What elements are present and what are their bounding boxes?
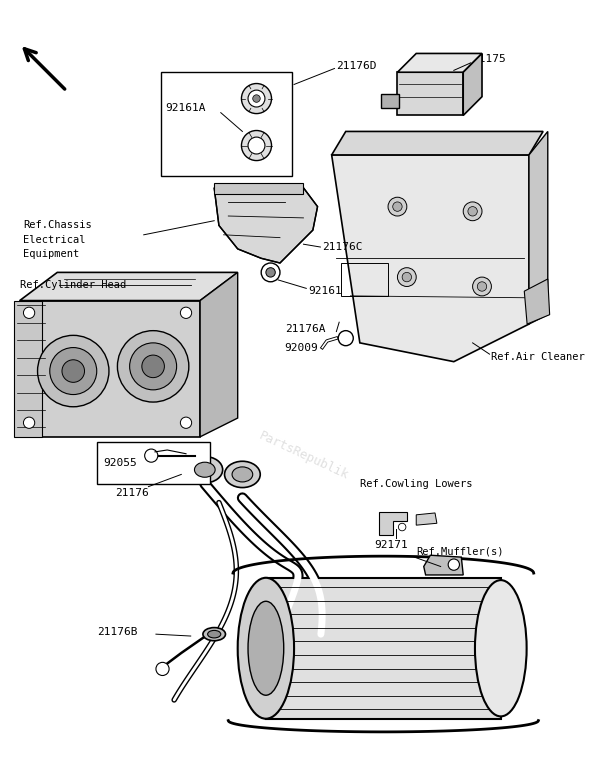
Polygon shape: [397, 53, 482, 72]
Circle shape: [181, 307, 191, 319]
Ellipse shape: [208, 630, 221, 638]
Text: Electrical: Electrical: [23, 235, 86, 244]
Text: 92161: 92161: [308, 286, 342, 296]
Circle shape: [156, 663, 169, 676]
Polygon shape: [200, 272, 238, 437]
Text: Ref.Muffler(s): Ref.Muffler(s): [416, 546, 504, 556]
Circle shape: [248, 90, 265, 107]
Ellipse shape: [232, 467, 253, 482]
Circle shape: [248, 137, 265, 154]
Polygon shape: [379, 512, 407, 536]
Circle shape: [241, 84, 272, 114]
Polygon shape: [20, 301, 200, 437]
Circle shape: [463, 202, 482, 221]
Text: 21176C: 21176C: [322, 242, 363, 252]
Circle shape: [266, 267, 275, 277]
Polygon shape: [14, 301, 42, 437]
Circle shape: [338, 331, 353, 346]
Polygon shape: [332, 155, 529, 362]
Polygon shape: [332, 132, 543, 155]
Text: 21176D: 21176D: [337, 60, 377, 71]
Ellipse shape: [194, 462, 215, 477]
Circle shape: [468, 207, 478, 216]
Circle shape: [398, 523, 406, 531]
Circle shape: [130, 343, 176, 390]
Polygon shape: [266, 578, 501, 718]
Polygon shape: [463, 53, 482, 115]
Polygon shape: [20, 272, 238, 301]
Polygon shape: [397, 72, 463, 115]
Text: Ref.Cylinder Head: Ref.Cylinder Head: [20, 280, 126, 290]
Polygon shape: [214, 183, 304, 195]
Circle shape: [145, 449, 158, 462]
Text: Equipment: Equipment: [23, 249, 80, 259]
Polygon shape: [214, 188, 317, 263]
Circle shape: [402, 272, 412, 282]
Ellipse shape: [248, 601, 284, 695]
Ellipse shape: [475, 580, 527, 716]
Text: PartsRepublik: PartsRepublik: [257, 429, 350, 482]
Text: Ref.Chassis: Ref.Chassis: [23, 220, 92, 230]
Ellipse shape: [238, 578, 294, 718]
Polygon shape: [424, 555, 463, 575]
Circle shape: [388, 197, 407, 216]
Polygon shape: [529, 132, 548, 324]
Polygon shape: [524, 279, 550, 324]
Ellipse shape: [224, 461, 260, 487]
Polygon shape: [416, 513, 437, 525]
Circle shape: [478, 282, 487, 291]
Circle shape: [23, 307, 35, 319]
Text: 92055: 92055: [103, 458, 137, 468]
Bar: [97, 442, 209, 484]
Circle shape: [118, 331, 189, 402]
Text: 92161A: 92161A: [166, 103, 206, 113]
Circle shape: [142, 355, 164, 377]
Circle shape: [50, 347, 97, 394]
Ellipse shape: [203, 628, 226, 641]
Circle shape: [261, 263, 280, 282]
Text: 21176B: 21176B: [97, 627, 137, 637]
Polygon shape: [380, 94, 400, 108]
Circle shape: [397, 267, 416, 287]
Circle shape: [473, 277, 491, 296]
Text: 92171: 92171: [374, 540, 407, 550]
Circle shape: [23, 417, 35, 429]
Circle shape: [62, 360, 85, 382]
Text: 21176: 21176: [116, 488, 149, 498]
Text: 92009: 92009: [284, 343, 319, 353]
Text: 21175: 21175: [473, 54, 506, 64]
Circle shape: [241, 130, 272, 160]
Ellipse shape: [187, 456, 223, 483]
Circle shape: [253, 95, 260, 102]
Circle shape: [393, 202, 402, 212]
Text: 21176A: 21176A: [284, 324, 325, 334]
Circle shape: [448, 559, 460, 570]
Text: Ref.Cowling Lowers: Ref.Cowling Lowers: [360, 479, 472, 489]
Text: Ref.Air Cleaner: Ref.Air Cleaner: [491, 352, 585, 362]
Bar: [161, 72, 292, 176]
Circle shape: [38, 336, 109, 407]
Circle shape: [181, 417, 191, 429]
